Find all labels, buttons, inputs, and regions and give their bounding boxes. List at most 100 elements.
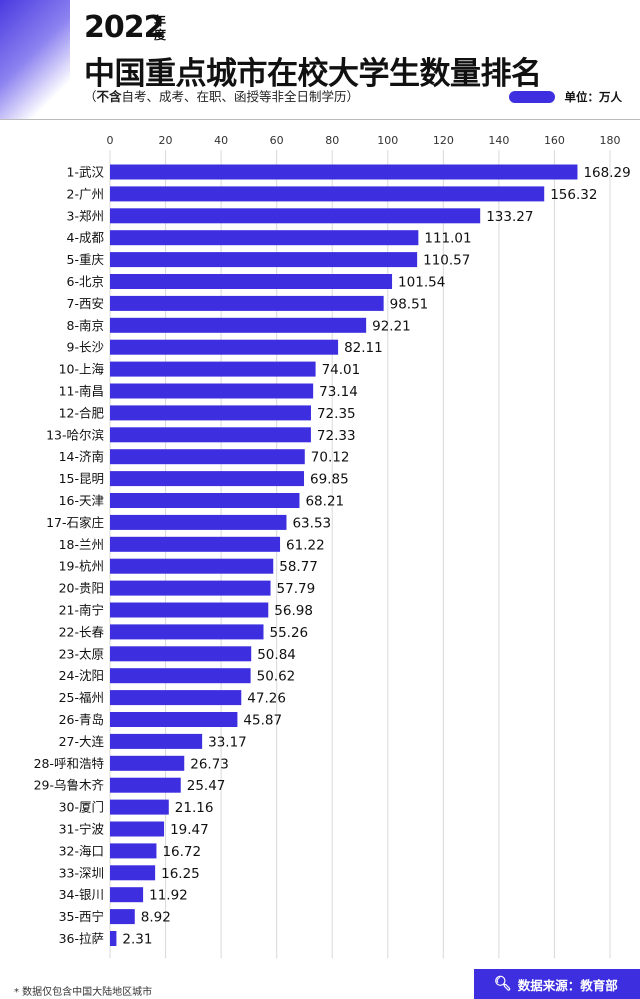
value-label: 156.32 [550, 187, 597, 203]
category-label: 1-武汉 [67, 165, 105, 180]
value-label: 73.14 [319, 384, 358, 400]
category-label: 4-成都 [67, 230, 105, 245]
category-label: 13-哈尔滨 [46, 427, 104, 442]
category-label: 35-西宁 [59, 909, 104, 924]
value-label: 50.84 [257, 647, 296, 663]
bar [110, 690, 242, 706]
bar [110, 624, 264, 640]
x-tick-label: 20 [159, 134, 173, 147]
value-label: 8.92 [141, 910, 171, 926]
footer-note: * 数据仅包含中国大陆地区城市 [14, 987, 153, 998]
bar [110, 887, 144, 903]
bar [110, 865, 156, 881]
bar [110, 931, 117, 946]
bar [110, 383, 314, 399]
bar [110, 712, 238, 727]
bar [110, 405, 311, 421]
bar [110, 536, 281, 552]
value-label: 57.79 [277, 581, 316, 597]
category-label: 20-贵阳 [59, 581, 104, 596]
bar [110, 799, 169, 815]
value-label: 69.85 [310, 472, 349, 488]
bar [110, 909, 135, 925]
legend-swatch [508, 91, 555, 103]
value-label: 47.26 [247, 691, 286, 707]
x-tick-label: 80 [325, 134, 339, 147]
bar [110, 274, 393, 289]
x-tick-label: 40 [214, 134, 228, 147]
category-label: 36-拉萨 [59, 931, 104, 946]
bar [110, 186, 545, 202]
category-label: 24-沈阳 [59, 668, 104, 683]
page-title: 中国重点城市在校大学生数量排名 [84, 56, 542, 92]
category-label: 31-宁波 [59, 822, 105, 837]
bar [110, 668, 251, 684]
bar [110, 208, 481, 224]
category-label: 12-合肥 [59, 405, 105, 420]
subtitle: （不含自考、成考、在职、函授等非全日制学历） [84, 86, 359, 105]
subtitle-rest: 自考、成考、在职、函授等非全日制学历） [121, 89, 360, 104]
value-label: 70.12 [311, 450, 350, 466]
category-label: 15-昆明 [59, 471, 104, 486]
category-label: 27-大连 [59, 734, 105, 749]
x-tick-label: 120 [433, 134, 454, 147]
category-label: 3-郑州 [67, 208, 104, 223]
bar [110, 821, 165, 837]
value-label: 98.51 [390, 296, 429, 312]
bar [110, 514, 287, 530]
corner-accent [0, 0, 70, 120]
category-label: 9-长沙 [67, 340, 105, 355]
bar [110, 361, 316, 377]
bar [110, 230, 419, 246]
category-label: 18-兰州 [59, 537, 104, 552]
x-tick-label: 180 [600, 134, 621, 147]
value-label: 74.01 [322, 362, 361, 378]
category-label: 2-广州 [67, 186, 104, 201]
category-label: 8-南京 [67, 318, 104, 333]
category-label: 22-长春 [59, 624, 105, 639]
category-label: 6-北京 [67, 274, 104, 289]
category-label: 7-西安 [67, 296, 104, 311]
value-label: 72.35 [317, 406, 356, 422]
bar [110, 580, 271, 596]
bar [110, 493, 300, 508]
subtitle-bold: 不含 [96, 89, 122, 104]
category-label: 34-银川 [59, 887, 104, 902]
source-label: 数据来源：教育部 [517, 977, 618, 993]
bar [110, 558, 274, 574]
value-label: 63.53 [292, 515, 331, 531]
subtitle-prefix: （ [84, 89, 97, 104]
category-label: 26-青岛 [59, 712, 104, 727]
bar [110, 646, 252, 662]
value-label: 58.77 [279, 559, 318, 575]
category-label: 21-南宁 [59, 603, 104, 618]
value-label: 16.72 [162, 844, 201, 860]
unit-legend: 单位：万人 [508, 89, 623, 105]
category-label: 11-南昌 [59, 384, 104, 399]
x-tick-label: 0 [107, 134, 114, 147]
category-label: 19-杭州 [59, 559, 104, 574]
category-label: 25-福州 [59, 690, 104, 705]
value-label: 19.47 [170, 822, 209, 838]
value-label: 2.31 [122, 932, 152, 948]
bar [110, 777, 181, 793]
value-label: 92.21 [372, 318, 411, 334]
bar [110, 317, 367, 333]
category-label: 33-深圳 [59, 865, 104, 880]
category-label: 10-上海 [59, 362, 105, 377]
category-label: 5-重庆 [67, 252, 105, 267]
unit-label: 单位：万人 [564, 90, 623, 104]
value-label: 25.47 [187, 778, 226, 794]
bar [110, 602, 269, 618]
value-label: 111.01 [424, 231, 471, 247]
value-label: 50.62 [257, 669, 296, 685]
value-label: 11.92 [149, 888, 188, 904]
value-label: 21.16 [175, 800, 214, 816]
bar [110, 295, 384, 311]
title-year: 2022 [84, 10, 164, 45]
bar [110, 427, 311, 443]
x-tick-label: 160 [544, 134, 565, 147]
value-label: 26.73 [190, 756, 229, 772]
search-icon: 🔍︎ [494, 976, 512, 992]
category-label: 23-太原 [59, 646, 104, 661]
